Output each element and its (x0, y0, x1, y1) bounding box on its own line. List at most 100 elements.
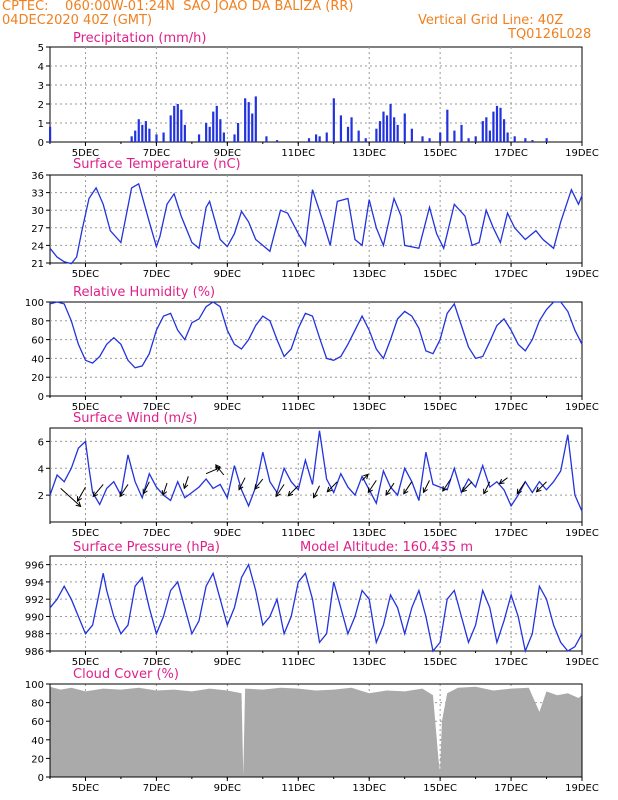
rh-ytick-label: 40 (31, 354, 44, 365)
temp-ytick-label: 24 (31, 241, 44, 252)
precip-bar (502, 119, 506, 142)
precip-bar (485, 117, 488, 142)
wind-arrow-shaft (516, 481, 526, 494)
precip-xtick-label: 15DEC (423, 148, 457, 159)
cloud-xtick-label: 19DEC (565, 783, 599, 794)
cloud-xtick-label: 7DEC (143, 783, 170, 794)
precip-bar (524, 138, 527, 142)
precip-bar (130, 136, 133, 142)
cloud-ytick-label: 20 (31, 754, 44, 765)
precip-ytick-label: 3 (38, 81, 44, 92)
wind-arrow-shaft (60, 488, 81, 507)
wind-arrow-shaft (461, 481, 473, 493)
precip-bar (254, 96, 257, 142)
pressure-xtick-label: 11DEC (281, 657, 315, 668)
wind-title: Surface Wind (m/s) (73, 411, 197, 426)
precip-bar (148, 128, 151, 142)
precip-bar (173, 105, 176, 142)
temp-ytick-label: 21 (31, 259, 44, 270)
precip-bar (176, 104, 179, 142)
pressure-annotation: Model Altitude: 160.435 m (300, 540, 473, 555)
precip-bar (219, 119, 222, 142)
cloud-title: Cloud Cover (%) (73, 667, 179, 682)
pressure-xtick-label: 13DEC (352, 657, 386, 668)
precip-bar (396, 124, 399, 142)
wind-arrow-head (442, 486, 448, 492)
pressure-title: Surface Pressure (hPa) (73, 540, 220, 555)
temp-xtick-label: 19DEC (565, 269, 599, 280)
wind-arrow-shaft (313, 485, 320, 498)
wind-arrow-head (287, 490, 294, 497)
precip-bar (215, 105, 218, 142)
rh-xtick-label: 13DEC (352, 402, 386, 413)
wind-arrow-head (75, 501, 82, 508)
wind-arrow-head (142, 488, 148, 495)
temp-line (49, 182, 583, 265)
wind-arrow-head (363, 473, 369, 480)
wind-arrow-shaft (275, 484, 285, 497)
header-date: 04DEC2020 40Z (GMT) (2, 13, 153, 28)
wind-xtick-label: 9DEC (214, 528, 241, 539)
cloud-xtick-label: 13DEC (352, 783, 386, 794)
wind-arrow-shaft (287, 485, 299, 497)
precip-bar (332, 98, 335, 142)
wind-arrow-shaft (367, 480, 377, 493)
pressure-xtick-label: 9DEC (214, 657, 241, 668)
precip-bar (339, 115, 343, 142)
wind-xtick-label: 19DEC (565, 528, 599, 539)
precip-bar (141, 124, 144, 142)
precip-bar (134, 130, 137, 142)
header-line1: CPTEC: 060:00W-01:24N SAO JOAO DA BALIZA… (2, 0, 354, 14)
precip-bar (499, 107, 502, 142)
precip-bar (460, 124, 463, 142)
precip-bar (318, 136, 321, 142)
rh-ytick-label: 0 (38, 392, 44, 403)
precip-bar (506, 132, 509, 142)
wind-arrow-head (422, 487, 428, 494)
rh-xtick-label: 9DEC (214, 402, 241, 413)
cloud-ytick-label: 40 (31, 736, 44, 747)
rh-frame (49, 301, 583, 397)
precip-bar (162, 132, 165, 142)
pressure-ytick-label: 996 (25, 561, 44, 572)
precip-bar (421, 136, 424, 142)
temp-ytick-label: 36 (31, 171, 44, 182)
wind-arrow-head (76, 496, 82, 502)
wind-arrow-shaft (205, 467, 221, 475)
temp-frame (49, 174, 583, 264)
wind-arrow-head (161, 490, 168, 497)
wind-arrow-shaft (119, 484, 129, 497)
pressure-frame (49, 555, 583, 652)
precip-bar (513, 136, 516, 142)
precip-bar (236, 123, 240, 142)
wind-arrow-shaft (183, 476, 189, 489)
wind-arrow-shaft (423, 480, 430, 493)
wind-arrow-shaft (403, 481, 413, 494)
cloud-ytick-label: 100 (25, 680, 44, 691)
precip-bar (375, 128, 378, 142)
temp-ytick-label: 30 (31, 206, 44, 217)
wind-ytick-label: 6 (38, 437, 44, 448)
wind-arrow-head (535, 486, 542, 493)
header-grid-note: Vertical Grid Line: 40Z (418, 13, 564, 28)
wind-arrow-head (119, 491, 125, 498)
precip-bar (265, 136, 268, 142)
precip-bar (307, 138, 311, 142)
precip-bar (49, 126, 52, 142)
rh-ytick-label: 80 (31, 317, 44, 328)
wind-arrow-head (483, 488, 489, 495)
pressure-ytick-label: 988 (25, 630, 44, 641)
wind-arrow-shaft (361, 474, 369, 481)
pressure-xtick-label: 17DEC (494, 657, 528, 668)
precip-bar (183, 124, 186, 142)
wind-arrow-head (215, 466, 222, 472)
precip-bar (212, 111, 215, 142)
precip-xtick-label: 9DEC (214, 148, 241, 159)
wind-arrow-head (385, 490, 391, 496)
cloud-ytick-label: 80 (31, 699, 44, 710)
wind-xtick-label: 5DEC (72, 528, 99, 539)
precip-bar (495, 105, 499, 142)
wind-ytick-label: 4 (38, 464, 44, 475)
rh-xtick-label: 11DEC (281, 402, 315, 413)
wind-arrow-head (461, 486, 467, 493)
